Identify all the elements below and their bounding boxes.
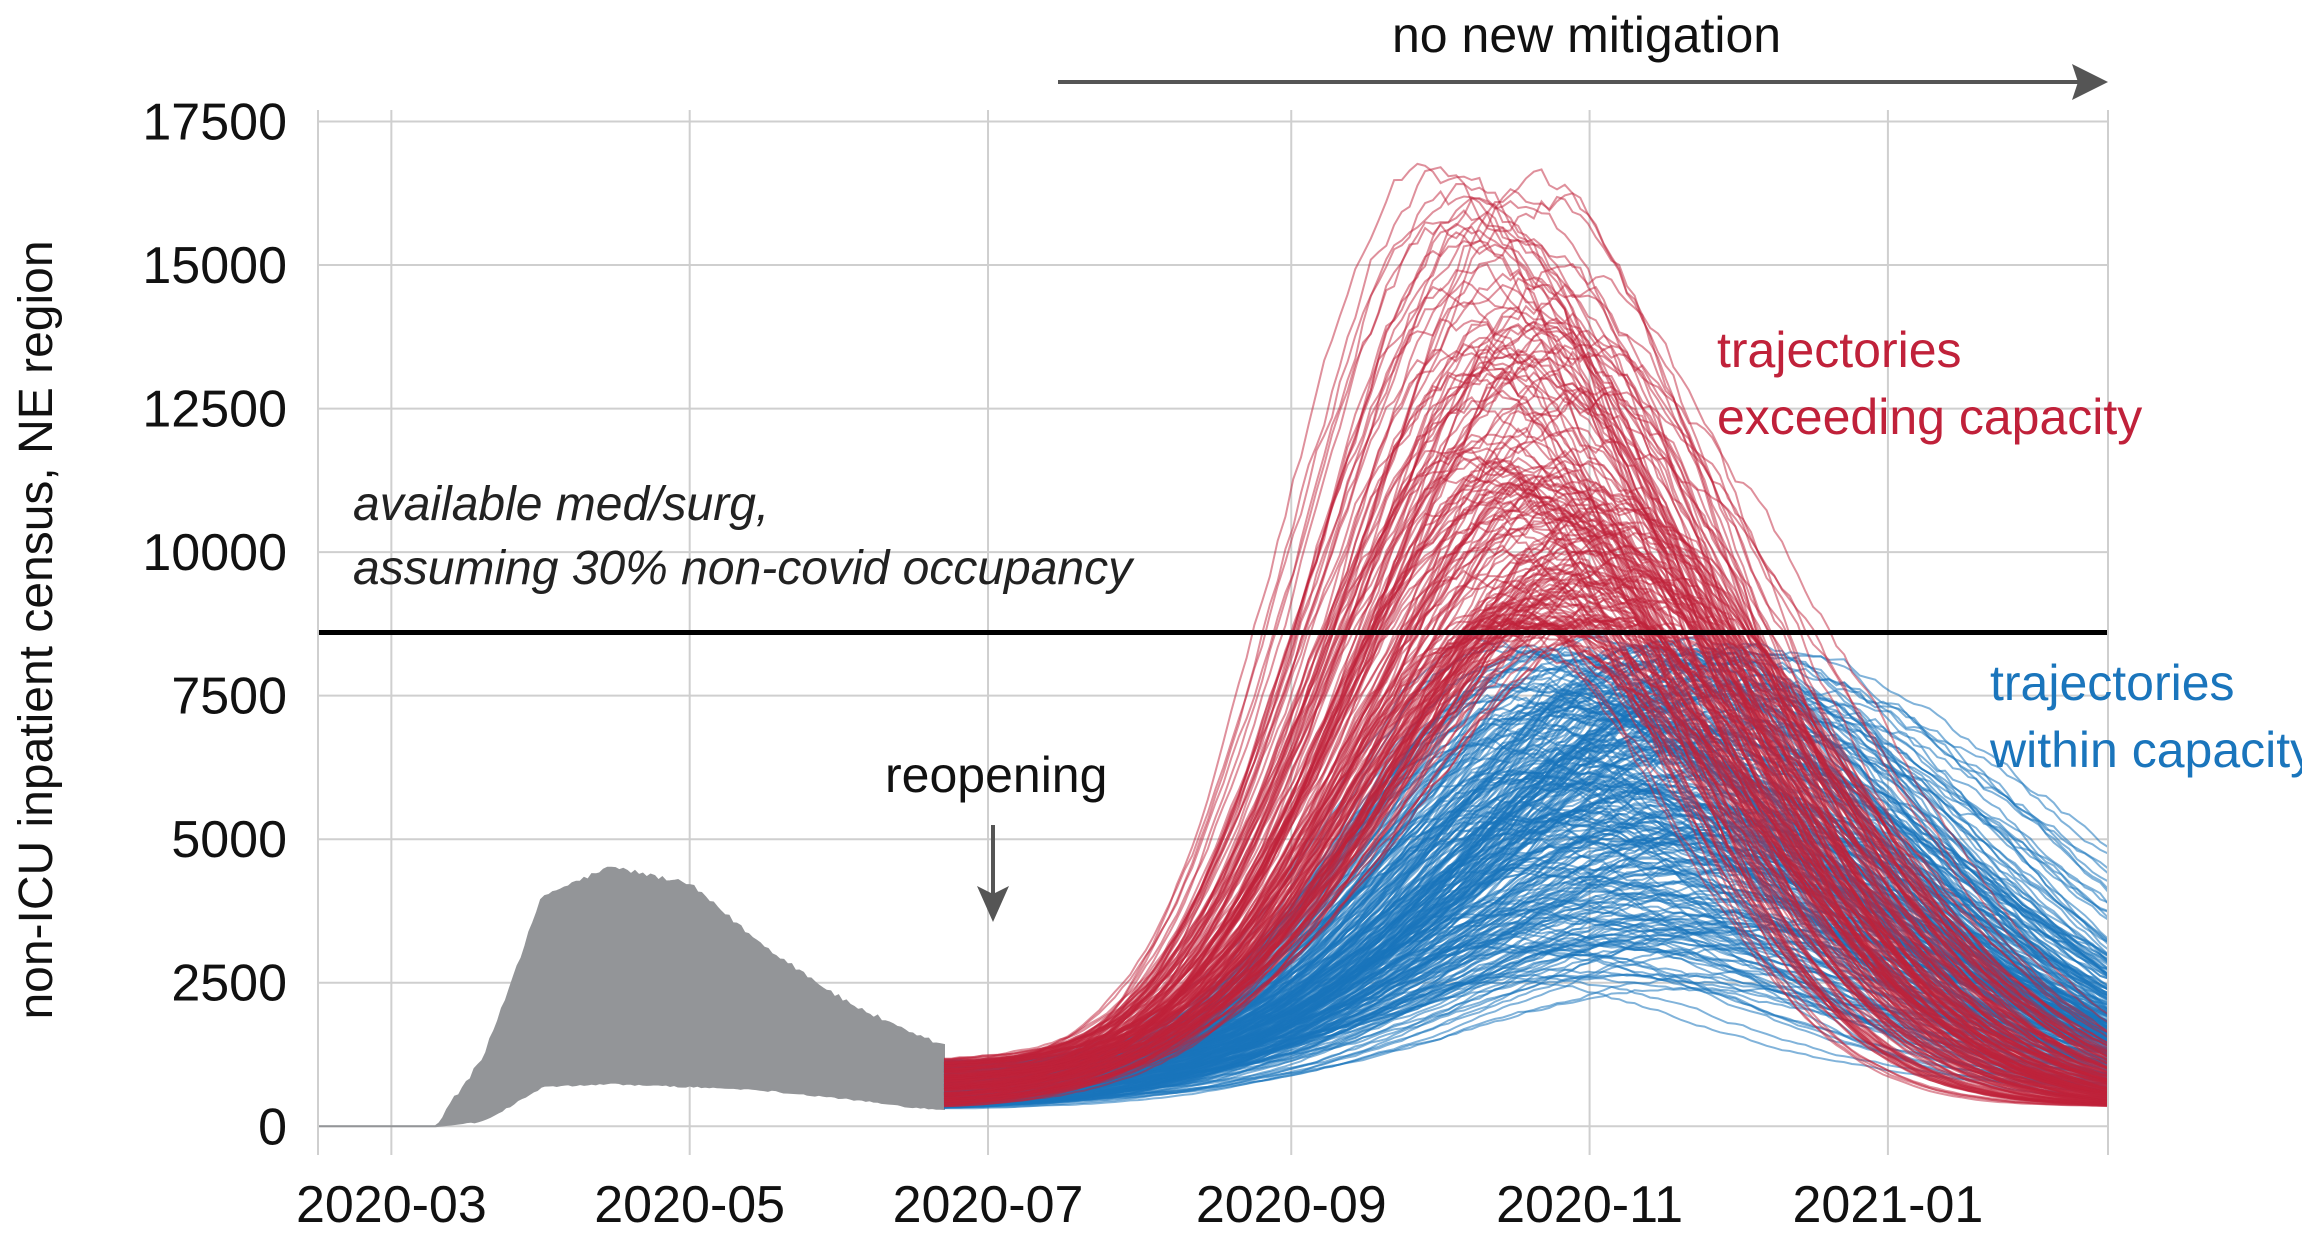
y-tick-label: 10000 [142,524,287,582]
y-tick-label: 2500 [171,955,287,1013]
x-tick-label: 2020-11 [1496,1176,1683,1234]
exceeding-capacity-trajectory [943,287,2109,1106]
historical-band [318,866,945,1128]
exceeding-capacity-trajectory [943,371,2109,1106]
no-new-mitigation-label: no new mitigation [1392,7,1781,63]
historical-band-group [318,866,945,1128]
exceeding-capacity-trajectory [944,440,2109,1061]
exceeding-capacity-trajectory [943,616,2109,1089]
exceeding-capacity-trajectory [943,623,2109,1094]
exceeding-capacity-trajectory [943,391,2109,1096]
y-tick-labels: 0 2500 5000 7500 10000 12500 15000 17500 [142,93,287,1156]
exceeding-capacity-trajectory [943,262,2109,1086]
exceeding-capacity-trajectory [943,534,2109,1101]
within-capacity-trajectory [944,753,2109,1098]
x-tick-label: 2020-09 [1196,1176,1387,1234]
x-tick-label: 2020-05 [594,1176,785,1234]
exceeding-capacity-trajectories [943,162,2109,1108]
y-tick-label: 7500 [171,668,287,726]
x-tick-label: 2020-07 [893,1176,1084,1234]
y-axis-label: non-ICU inpatient census, NE region [10,240,63,1019]
x-tick-label: 2020-03 [296,1176,487,1234]
exceeding-capacity-trajectory [943,368,2109,1088]
exceeding-label-line1: trajectories [1717,322,1962,378]
exceeding-capacity-trajectory [943,616,2109,1103]
reopening-arrow [977,825,1009,922]
exceeding-capacity-trajectory [943,598,2109,1100]
within-label-line1: trajectories [1990,655,2235,711]
exceeding-capacity-trajectory [944,560,2109,1086]
exceeding-capacity-trajectory [943,569,2109,1103]
capacity-label-line1: available med/surg, [353,478,769,531]
exceeding-label-line2: exceeding capacity [1717,389,2142,445]
y-tick-label: 5000 [171,811,287,869]
exceeding-capacity-trajectory [943,569,2109,1077]
exceeding-capacity-trajectory [943,231,2109,1097]
exceeding-capacity-trajectory [943,498,2109,1081]
x-tick-label: 2021-01 [1792,1176,1983,1234]
y-tick-label: 0 [258,1098,287,1156]
axes [317,110,2109,1155]
exceeding-capacity-trajectory [943,584,2109,1097]
within-capacity-trajectory [944,737,2109,1105]
y-tick-label: 17500 [142,93,287,151]
exceeding-capacity-trajectory [943,352,2109,1106]
exceeding-capacity-trajectory [943,262,2109,1099]
within-label-line2: within capacity [1989,722,2302,778]
exceeding-capacity-trajectory [943,330,2109,1082]
y-tick-label: 12500 [142,381,287,439]
mitigation-arrow [1058,64,2108,100]
y-tick-label: 15000 [142,237,287,295]
exceeding-capacity-trajectory [943,196,2109,1103]
within-capacity-trajectory [944,696,2109,1095]
reopening-label: reopening [885,747,1107,803]
capacity-label-line2: assuming 30% non-covid occupancy [353,542,1135,595]
exceeding-capacity-trajectory [943,573,2109,1103]
x-tick-labels: 2020-03 2020-05 2020-07 2020-09 2020-11 2021-… [296,1176,1983,1234]
